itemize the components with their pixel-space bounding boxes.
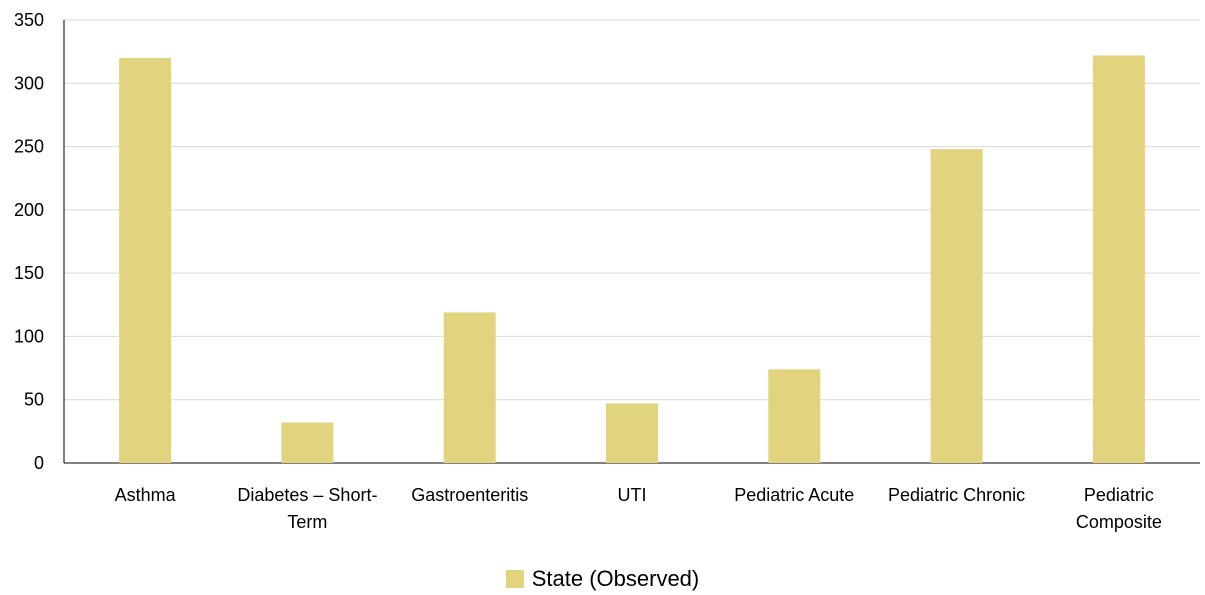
x-tick-label: Pediatric Acute: [734, 485, 854, 505]
bar: [1092, 55, 1145, 463]
x-tick-label: Composite: [1076, 512, 1162, 532]
x-tick-label: Term: [287, 512, 327, 532]
x-tick-label: Pediatric: [1084, 485, 1154, 505]
bar: [443, 312, 496, 463]
x-tick-label: UTI: [618, 485, 647, 505]
y-tick-label: 0: [34, 453, 44, 473]
x-tick-label: Gastroenteritis: [411, 485, 528, 505]
bar: [930, 149, 983, 464]
x-tick-label: Diabetes – Short-: [237, 485, 377, 505]
x-tick-label: Asthma: [115, 485, 177, 505]
legend-label: State (Observed): [531, 566, 700, 591]
y-tick-label: 150: [14, 263, 44, 283]
x-tick-label: Pediatric Chronic: [888, 485, 1025, 505]
y-tick-label: 200: [14, 200, 44, 220]
bar-chart: 0 50 100 150 200 250 300 350 Asthma Diabetes – Sh…: [14, 10, 1200, 532]
bar: [119, 57, 172, 463]
y-tick-label: 350: [14, 10, 44, 30]
bar: [281, 422, 334, 463]
bar: [606, 403, 658, 463]
y-tick-label: 250: [14, 137, 44, 157]
bar: [768, 369, 821, 463]
y-tick-label: 50: [24, 390, 44, 410]
y-tick-label: 100: [14, 326, 44, 346]
legend-swatch: [505, 570, 524, 588]
legend: State (Observed): [0, 566, 1205, 592]
y-tick-label: 300: [14, 73, 44, 93]
